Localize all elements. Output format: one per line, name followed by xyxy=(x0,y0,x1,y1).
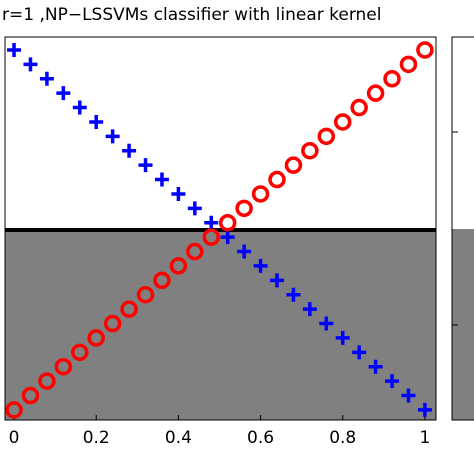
point xyxy=(268,170,286,189)
point xyxy=(21,386,40,405)
point xyxy=(301,141,319,160)
point xyxy=(333,113,352,131)
point xyxy=(169,257,188,275)
point xyxy=(286,287,301,302)
decision-region xyxy=(5,229,436,420)
point xyxy=(417,402,432,417)
point xyxy=(71,343,89,362)
point xyxy=(187,201,202,216)
point xyxy=(5,401,23,419)
point xyxy=(171,186,186,201)
point xyxy=(253,258,268,273)
point xyxy=(120,300,138,318)
point xyxy=(218,213,237,232)
point xyxy=(366,84,385,102)
point xyxy=(352,345,367,360)
series xyxy=(5,41,434,419)
x-tick-label: 0 xyxy=(9,428,20,448)
point xyxy=(89,114,104,129)
point xyxy=(72,100,87,115)
x-tick-label: 0.8 xyxy=(329,428,356,448)
point xyxy=(237,244,252,259)
point xyxy=(105,129,120,144)
point xyxy=(220,230,235,245)
point xyxy=(284,156,303,174)
point xyxy=(202,228,221,246)
point xyxy=(186,242,204,261)
point xyxy=(204,215,219,230)
x-tick-label: 1 xyxy=(419,428,430,448)
point xyxy=(368,359,383,374)
x-tick-label: 0.6 xyxy=(247,428,274,448)
point xyxy=(350,98,368,117)
point xyxy=(335,330,350,345)
chart-title: r=1 ,NP−LSSVMs classifier with linear ke… xyxy=(2,5,381,25)
point xyxy=(56,86,71,101)
point xyxy=(39,71,54,86)
side-panel-frame xyxy=(451,36,474,421)
side-panel-region xyxy=(452,229,474,420)
point xyxy=(38,372,56,390)
series xyxy=(7,42,432,417)
point xyxy=(138,158,153,173)
point xyxy=(269,273,284,288)
point xyxy=(136,285,155,304)
point xyxy=(319,316,334,331)
point xyxy=(23,57,38,72)
point xyxy=(103,314,122,333)
point xyxy=(416,41,434,59)
point xyxy=(154,172,169,187)
point xyxy=(251,185,270,203)
x-tick-label: 0.4 xyxy=(165,428,192,448)
point xyxy=(317,127,336,146)
point xyxy=(235,199,253,218)
point xyxy=(383,70,401,88)
side-panel xyxy=(451,36,474,421)
point xyxy=(87,329,105,347)
point xyxy=(385,374,400,389)
point xyxy=(302,302,317,317)
point xyxy=(401,388,416,403)
x-tick-label: 0.2 xyxy=(83,428,110,448)
point xyxy=(122,143,137,158)
point xyxy=(399,55,418,74)
point xyxy=(7,42,22,57)
point xyxy=(153,271,171,290)
point xyxy=(54,357,73,376)
